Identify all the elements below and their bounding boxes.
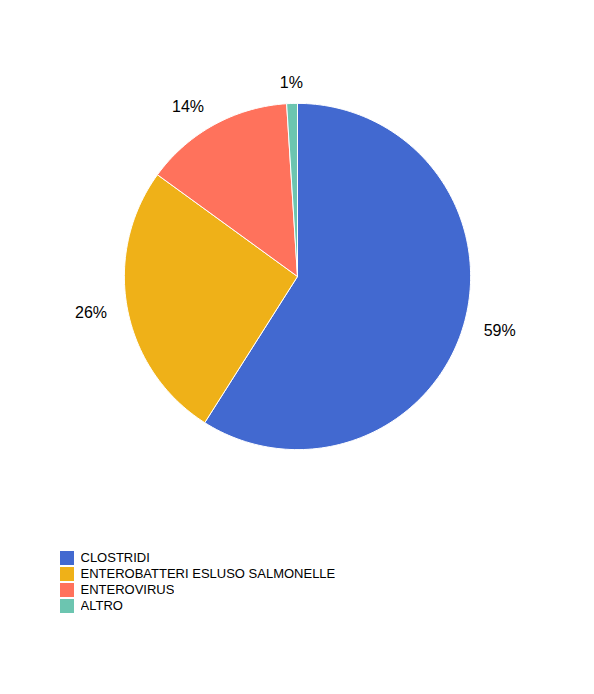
html-text:CLOSTRIDI: CLOSTRIDI [80, 550, 150, 565]
svg-text:59%: 59% [484, 322, 516, 339]
html-text:ALTRO: ALTRO [80, 598, 123, 613]
svg-text:14%: 14% [172, 98, 204, 115]
html-text:ENTEROVIRUS: ENTEROVIRUS [80, 582, 175, 597]
html-text:ENTEROBATTERI ESLUSO SALMONELL: ENTEROBATTERI ESLUSO SALMONELLE [80, 566, 336, 581]
svg-text:26%: 26% [75, 304, 107, 321]
svg-text:1%: 1% [280, 74, 303, 91]
